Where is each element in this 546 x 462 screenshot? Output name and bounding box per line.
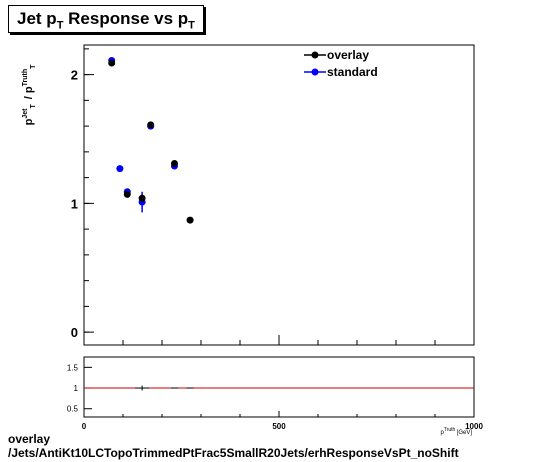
x-tick-label: 1000 — [465, 422, 483, 431]
point-overlay — [147, 121, 155, 129]
x-tick-label: 500 — [272, 422, 286, 431]
caption-line2: /Jets/AntiKt10LCTopoTrimmedPtFrac5SmallR… — [8, 446, 459, 460]
legend-label-standard: standard — [327, 65, 378, 79]
legend-marker-overlay — [311, 51, 319, 59]
ratio-y-tick-label: 1 — [74, 384, 79, 393]
point-overlay — [186, 216, 194, 224]
main-y-tick-label: 0 — [71, 325, 78, 340]
ratio-y-tick-label: 0.5 — [67, 405, 79, 414]
legend-marker-standard — [311, 68, 319, 76]
point-overlay — [170, 159, 178, 167]
main-y-tick-label: 2 — [71, 68, 78, 83]
main-y-tick-label: 1 — [71, 196, 78, 211]
chart-title: Jet pT Response vs pT — [8, 5, 204, 33]
point-standard — [116, 165, 124, 173]
x-axis-label: pTruth [GeV] — [440, 427, 472, 436]
legend: overlay standard — [304, 48, 378, 79]
y-axis-label: pJetT / pTruthT — [22, 64, 37, 126]
point-overlay — [138, 194, 146, 202]
legend-label-overlay: overlay — [327, 48, 369, 62]
svg-text:pJetT / pTruthT: pJetT / pTruthT — [22, 64, 37, 126]
ratio-y-tick-label: 1.5 — [67, 363, 79, 372]
point-overlay — [123, 190, 131, 198]
point-overlay — [108, 59, 116, 67]
caption-line1: overlay — [8, 432, 51, 446]
x-tick-label: 0 — [82, 422, 87, 431]
